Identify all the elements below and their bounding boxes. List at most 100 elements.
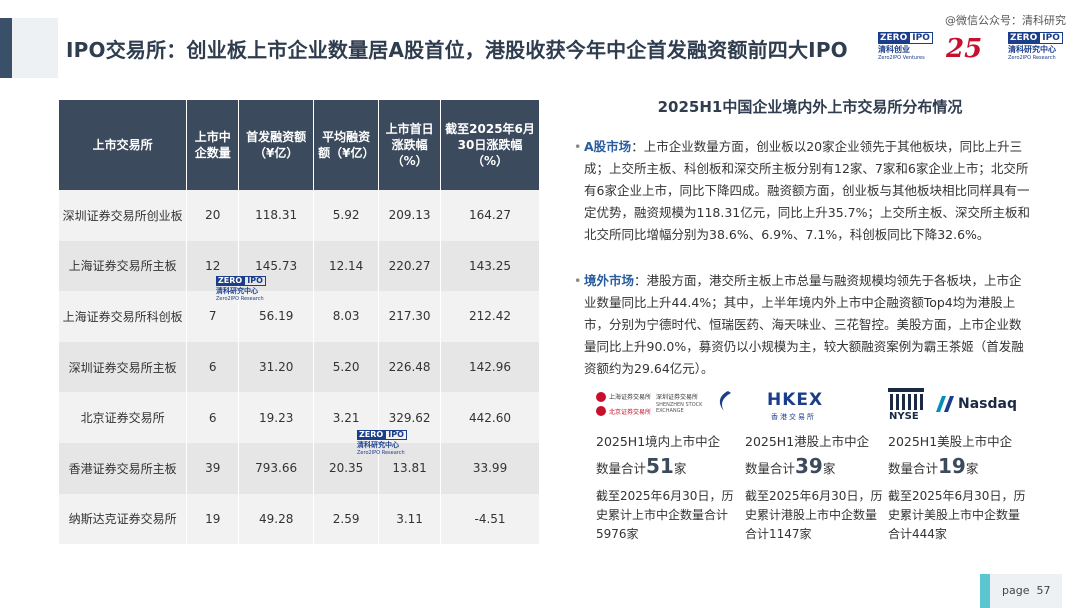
table-row: 香港证券交易所主板 39 793.66 20.35 13.81 33.99: [59, 442, 540, 494]
a-share-text: ：上市企业数量方面，创业板以20家企业领先于其他板块，同比上升三成；上交所主板、…: [584, 139, 1030, 242]
col-header-count: 上市中企数量: [186, 100, 240, 190]
cell-ytd-change-negative: -4.51: [440, 493, 540, 545]
bullet-icon: •: [574, 273, 582, 288]
bse-logo-text: 北京证券交易所: [609, 409, 652, 416]
col-header-ipo-amount: 首发融资额（¥亿）: [238, 100, 315, 190]
zero2ipo-research-logo: ZERO IPO 清科研究中心 Zero2IPO Research: [1008, 32, 1068, 66]
table-row: 上海证券交易所主板 12 145.73 12.14 220.27 143.25: [59, 240, 540, 292]
cell-ytd-change: 442.60: [440, 392, 540, 443]
cell-ytd-change: 33.99: [440, 442, 540, 494]
szse-logo-en: SHENZHEN STOCK EXCHANGE: [656, 402, 703, 414]
col-header-ytd-change: 截至2025年6月30日涨跌幅（%）: [440, 100, 540, 190]
cell-first-day-change: 13.81: [378, 442, 442, 494]
cell-avg-amount: 5.92: [313, 190, 380, 241]
nasdaq-icon: [936, 396, 954, 412]
section-title: 2025H1中国企业境内外上市交易所分布情况: [657, 98, 963, 116]
us-summary-count: 数量合计19家: [888, 454, 979, 478]
cell-ytd-change: 142.96: [440, 341, 540, 393]
col-header-first-day-change: 上市首日涨跌幅（%）: [378, 100, 442, 190]
table-row: 纳斯达克证券交易所 19 49.28 2.59 3.11 -4.51: [59, 493, 540, 545]
bse-logo-icon: [596, 406, 606, 416]
hkex-logo-cn: 香港交易所: [771, 413, 816, 421]
hk-summary-label: 2025H1港股上市中企: [745, 434, 870, 449]
zero2ipo-ventures-logo: ZERO IPO 清科创业 Zero2IPO Ventures: [878, 32, 938, 66]
hk-summary-count: 数量合计39家: [745, 454, 836, 478]
cell-avg-amount: 20.35: [313, 442, 380, 494]
cell-first-day-change: 217.30: [378, 291, 442, 342]
domestic-summary-label: 2025H1境内上市中企: [596, 434, 721, 449]
us-count-number: 19: [938, 454, 966, 478]
sse-logo-text: 上海证券交易所: [609, 394, 652, 401]
table-header-row: 上市交易所 上市中企数量 首发融资额（¥亿） 平均融资额（¥亿） 上市首日涨跌幅…: [59, 100, 540, 190]
hk-count-number: 39: [795, 454, 823, 478]
cell-count: 6: [186, 341, 240, 393]
hkex-logo: HKEX 香港交易所: [745, 386, 885, 426]
footer-accent-bar: [980, 574, 990, 608]
hk-history-note: 截至2025年6月30日，历史累计港股上市中企数量合计1147家: [745, 489, 883, 541]
us-summary-label: 2025H1美股上市中企: [888, 434, 1013, 449]
page-number: page 57: [1002, 584, 1051, 597]
overseas-heading: 境外市场: [584, 273, 635, 288]
hk-exchange-card: HKEX 香港交易所 2025H1港股上市中企 数量合计39家 截至2025年6…: [745, 386, 885, 544]
domestic-count-number: 51: [646, 454, 674, 478]
cell-ytd-change: 212.42: [440, 291, 540, 342]
cell-avg-amount: 12.14: [313, 240, 380, 292]
nasdaq-logo-text: Nasdaq: [958, 396, 1017, 412]
szse-logo-icon: [719, 391, 731, 411]
watermark: @微信公众号：清科研究: [945, 14, 1066, 27]
cell-ytd-change: 164.27: [440, 190, 540, 241]
exchange-table: 上市交易所 上市中企数量 首发融资额（¥亿） 平均融资额（¥亿） 上市首日涨跌幅…: [59, 100, 540, 545]
page-title: IPO交易所：创业板上市企业数量居A股首位，港股收获今年中企首发融资额前四大IP…: [66, 38, 848, 62]
cell-first-day-change: 209.13: [378, 190, 442, 241]
cell-count: 7: [186, 291, 240, 342]
domestic-history-note: 截至2025年6月30日，历史累计上市中企数量合计5976家: [596, 489, 734, 541]
overseas-text: ：港股方面，港交所主板上市总量与融资规模均领先于各板块，上市企业数量同比上升44…: [584, 273, 1024, 376]
cell-first-day-change: 226.48: [378, 341, 442, 393]
cell-ytd-change: 143.25: [440, 240, 540, 292]
a-share-heading: A股市场: [584, 139, 632, 154]
cell-ipo-amount: 19.23: [238, 392, 315, 443]
cell-first-day-change: 3.11: [378, 493, 442, 545]
cell-first-day-change: 220.27: [378, 240, 442, 292]
table-watermark-logo: ZERO IPO 清科研究中心 Zero2IPO Research: [216, 276, 278, 302]
col-header-avg-amount: 平均融资额（¥亿）: [313, 100, 380, 190]
header-accent-block: [12, 18, 58, 78]
sse-logo-icon: [596, 392, 606, 402]
szse-logo-text: 深圳证券交易所: [656, 394, 699, 401]
table-row: 深圳证券交易所创业板 20 118.31 5.92 209.13 164.27: [59, 190, 540, 241]
overseas-paragraph: • 境外市场：港股方面，港交所主板上市总量与融资规模均领先于各板块，上市企业数量…: [574, 270, 1032, 380]
domestic-exchange-logos: 上海证券交易所 北京证券交易所 深圳证券交易所 SHENZHEN STOCK E…: [596, 386, 736, 426]
cell-exchange: 深圳证券交易所主板: [59, 341, 188, 393]
cell-count: 6: [186, 392, 240, 443]
table-watermark-logo: ZERO IPO 清科研究中心 Zero2IPO Research: [357, 430, 419, 456]
hkex-logo-text: HKEX: [767, 390, 824, 410]
a-share-paragraph: • A股市场：上市企业数量方面，创业板以20家企业领先于其他板块，同比上升三成；…: [574, 136, 1032, 246]
us-history-note: 截至2025年6月30日，历史累计美股上市中企数量合计444家: [888, 489, 1026, 541]
cell-exchange: 上海证券交易所科创板: [59, 291, 188, 342]
table-row: 北京证券交易所 6 19.23 3.21 329.62 442.60: [59, 392, 540, 443]
table-row: 深圳证券交易所主板 6 31.20 5.20 226.48 142.96: [59, 341, 540, 393]
brand-logos: ZERO IPO 清科创业 Zero2IPO Ventures 25 ZERO IP…: [878, 32, 1068, 66]
cell-exchange: 深圳证券交易所创业板: [59, 190, 188, 241]
cell-ipo-amount: 56.19: [238, 291, 315, 342]
us-exchange-logos: NYSE Nasdaq: [888, 386, 1028, 426]
cell-avg-amount: 8.03: [313, 291, 380, 342]
cell-exchange: 香港证券交易所主板: [59, 442, 188, 494]
cell-exchange: 北京证券交易所: [59, 392, 188, 443]
cell-ipo-amount: 793.66: [238, 442, 315, 494]
cell-count: 20: [186, 190, 240, 241]
nyse-logo-text: NYSE: [889, 411, 919, 422]
cell-exchange: 上海证券交易所主板: [59, 240, 188, 292]
cell-count: 39: [186, 442, 240, 494]
cell-ipo-amount: 118.31: [238, 190, 315, 241]
cell-avg-amount: 5.20: [313, 341, 380, 393]
header-accent-bar: [0, 18, 12, 78]
cell-first-day-change: 329.62: [378, 392, 442, 443]
us-exchange-card: NYSE Nasdaq 2025H1美股上市中企 数量合计19家 截至2025年…: [888, 386, 1028, 544]
anniversary-logo: 25: [946, 34, 983, 64]
col-header-exchange: 上市交易所: [59, 100, 188, 190]
domestic-exchange-card: 上海证券交易所 北京证券交易所 深圳证券交易所 SHENZHEN STOCK E…: [596, 386, 736, 544]
cell-count: 19: [186, 493, 240, 545]
cell-avg-amount: 2.59: [313, 493, 380, 545]
cell-ipo-amount: 49.28: [238, 493, 315, 545]
